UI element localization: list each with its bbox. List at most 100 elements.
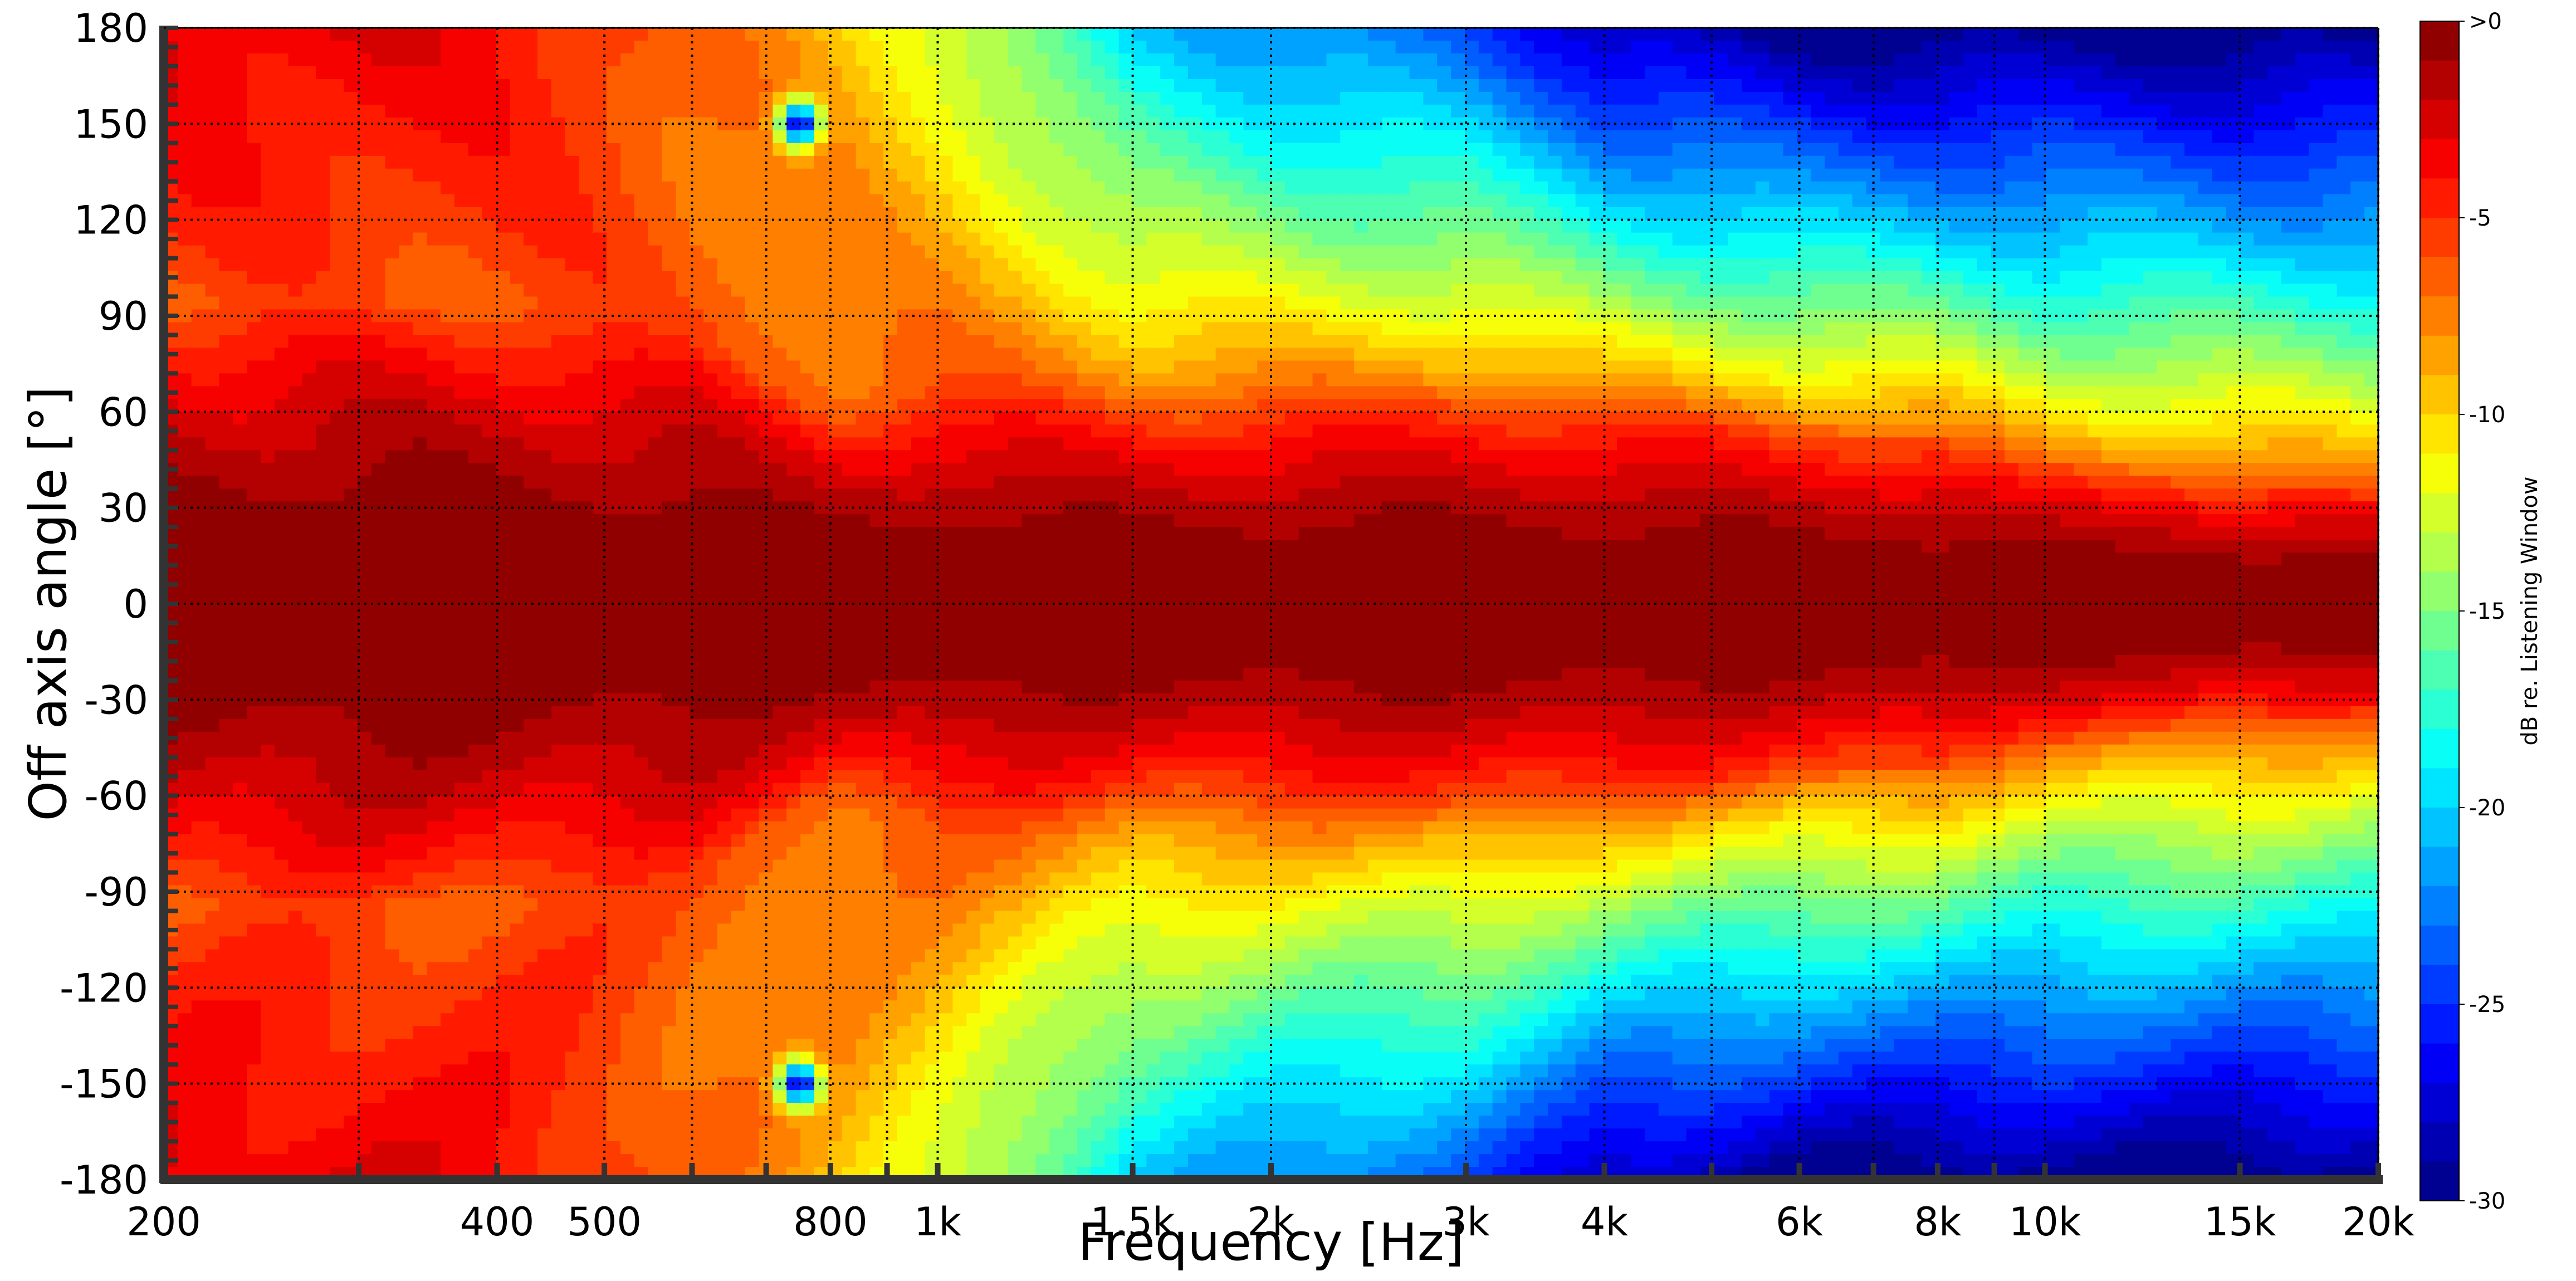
- contour-cell: [482, 949, 497, 963]
- contour-cell: [177, 168, 192, 182]
- contour-cell: [607, 975, 621, 989]
- contour-cell: [302, 360, 317, 374]
- contour-cell: [800, 783, 815, 796]
- contour-cell: [856, 40, 871, 54]
- contour-cell: [454, 680, 469, 694]
- contour-cell: [551, 296, 566, 310]
- contour-cell: [247, 527, 261, 541]
- contour-cell: [385, 1090, 400, 1104]
- contour-cell: [274, 207, 289, 221]
- contour-cell: [288, 1000, 303, 1014]
- contour-cell: [316, 578, 331, 591]
- contour-cell: [468, 130, 483, 144]
- contour-cell: [703, 821, 718, 835]
- contour-cell: [399, 527, 414, 541]
- contour-cell: [233, 168, 247, 182]
- contour-cell: [427, 616, 441, 630]
- contour-cell: [814, 437, 829, 451]
- contour-cell: [191, 898, 206, 912]
- contour-cell: [177, 591, 192, 604]
- contour-cell: [330, 540, 344, 553]
- contour-cell: [260, 130, 275, 144]
- contour-cell: [399, 348, 414, 361]
- contour-cell: [371, 757, 386, 771]
- contour-cell: [233, 744, 247, 758]
- contour-cell: [607, 360, 621, 374]
- contour-cell: [814, 424, 829, 438]
- contour-cell: [302, 744, 317, 758]
- contour-cell: [551, 232, 566, 246]
- contour-cell: [662, 642, 677, 656]
- contour-cell: [676, 923, 691, 937]
- contour-cell: [260, 155, 275, 169]
- contour-cell: [247, 936, 261, 950]
- contour-cell: [330, 629, 344, 643]
- contour-cell: [869, 654, 884, 668]
- contour-cell: [233, 834, 247, 848]
- contour-cell: [648, 463, 663, 477]
- contour-cell: [468, 117, 483, 131]
- contour-cell: [441, 386, 455, 400]
- contour-cell: [413, 783, 428, 796]
- contour-cell: [357, 1141, 372, 1155]
- contour-cell: [219, 1064, 234, 1078]
- contour-cell: [717, 680, 732, 694]
- contour-cell: [607, 40, 621, 54]
- contour-cell: [856, 527, 871, 541]
- contour-cell: [441, 591, 455, 604]
- contour-cell: [676, 718, 691, 732]
- contour-cell: [565, 1064, 580, 1078]
- contour-cell: [745, 706, 760, 720]
- contour-cell: [676, 91, 691, 105]
- contour-cell: [468, 667, 483, 681]
- contour-cell: [219, 1128, 234, 1142]
- contour-cell: [800, 514, 815, 528]
- contour-cell: [344, 808, 358, 822]
- contour-cell: [427, 514, 441, 528]
- contour-cell: [800, 258, 815, 272]
- contour-cell: [454, 117, 469, 131]
- contour-cell: [496, 872, 511, 886]
- contour-cell: [524, 91, 538, 105]
- contour-cell: [427, 335, 441, 349]
- contour-cell: [496, 1077, 511, 1091]
- contour-cell: [911, 1103, 926, 1117]
- contour-cell: [344, 1128, 358, 1142]
- contour-cell: [233, 514, 247, 528]
- contour-cell: [427, 578, 441, 591]
- contour-cell: [869, 911, 884, 925]
- contour-cell: [288, 181, 303, 195]
- contour-cell: [648, 399, 663, 413]
- contour-cell: [413, 949, 428, 963]
- contour-cell: [883, 488, 898, 502]
- contour-cell: [786, 821, 801, 835]
- contour-cell: [662, 450, 677, 464]
- contour-cell: [662, 514, 677, 528]
- contour-cell: [897, 654, 912, 668]
- contour-cell: [260, 1077, 275, 1091]
- contour-cell: [883, 130, 898, 144]
- contour-cell: [371, 527, 386, 541]
- contour-cell: [441, 437, 455, 451]
- contour-cell: [496, 654, 511, 668]
- contour-cell: [524, 155, 538, 169]
- contour-cell: [302, 28, 317, 41]
- contour-cell: [482, 258, 497, 272]
- contour-cell: [399, 181, 414, 195]
- contour-cell: [427, 987, 441, 1001]
- contour-cell: [814, 271, 829, 285]
- contour-cell: [620, 859, 635, 873]
- contour-cell: [510, 565, 524, 579]
- contour-cell: [219, 245, 234, 259]
- contour-cell: [330, 731, 344, 745]
- contour-cell: [897, 718, 912, 732]
- contour-cell: [496, 450, 511, 464]
- contour-cell: [427, 540, 441, 553]
- contour-cell: [869, 79, 884, 92]
- contour-cell: [496, 399, 511, 413]
- contour-cell: [773, 527, 788, 541]
- contour-cell: [524, 1077, 538, 1091]
- contour-cell: [593, 143, 608, 157]
- contour-cell: [399, 706, 414, 720]
- contour-cell: [648, 859, 663, 873]
